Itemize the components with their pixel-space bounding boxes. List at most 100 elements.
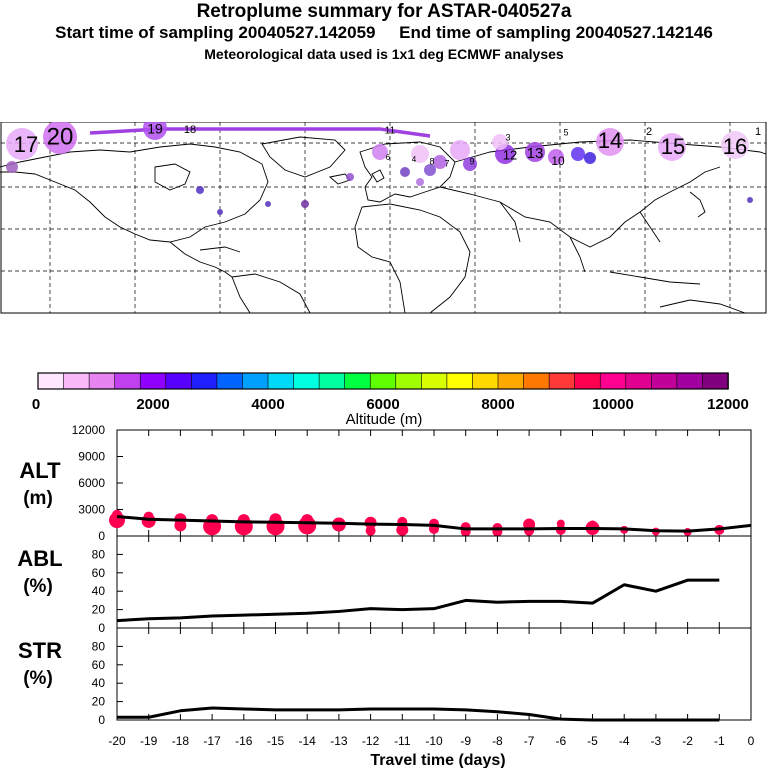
colorbar-cell: [599, 372, 627, 390]
altitude-point: [524, 525, 535, 536]
travel-day-label: 15: [661, 134, 685, 159]
x-tick-label: -14: [299, 734, 317, 748]
travel-day-label: 17: [14, 132, 38, 157]
y-tick-label: 60: [92, 566, 106, 580]
y-tick-label: 60: [92, 658, 106, 672]
travel-day-label: 4: [412, 155, 417, 164]
plume-footprint: [721, 131, 749, 159]
colorbar-cell: [139, 372, 167, 390]
y-tick-label: 6000: [78, 476, 105, 490]
y-tick-label: 80: [92, 547, 106, 561]
travel-day-labels: 20 19 18 17 16 15 14 13 12 11 10 9 8 7 6 5 4 3 2 1: [14, 122, 761, 168]
colorbar-cell: [369, 372, 397, 390]
plume-footprints: [6, 122, 753, 215]
y-tick-label: 0: [98, 621, 105, 635]
plume-footprint: [584, 152, 596, 164]
travel-day-label: 6: [386, 153, 391, 162]
altitude-point: [237, 514, 250, 527]
plume-footprint: [424, 164, 436, 176]
x-tick-label: -9: [460, 734, 471, 748]
x-tick-label: -2: [682, 734, 693, 748]
colorbar-cell: [242, 372, 269, 390]
x-tick-label: -16: [235, 734, 253, 748]
colorbar-ticks: 0 2000 4000 6000 8000 10000 12000: [32, 396, 749, 413]
panel-frame: [116, 535, 752, 629]
x-tick-label: 0: [748, 734, 755, 748]
x-tick-label: -13: [330, 734, 348, 748]
travel-day-label: 9: [469, 156, 474, 166]
colorbar-cell: [472, 372, 499, 390]
y-tick-label: 40: [92, 584, 106, 598]
plume-footprint: [416, 178, 424, 186]
panel-ylabel: ALT: [19, 458, 61, 483]
colorbar-cell: [446, 372, 474, 390]
plume-footprint: [196, 186, 204, 194]
plume-footprint: [217, 209, 223, 215]
colorbar-tick-label: 12000: [707, 396, 749, 413]
panel-frame: [116, 627, 752, 721]
travel-day-label: 18: [184, 124, 196, 136]
y-tick-label: 40: [92, 676, 106, 690]
colorbar-cell: [191, 372, 218, 390]
met-data-note: Meteorological data used is 1x1 deg ECMW…: [204, 46, 564, 62]
plume-footprint: [571, 147, 585, 161]
plume-track: [89, 127, 431, 138]
altitude-colorbar: 0 2000 4000 6000 8000 10000 12000 Altitude (m): [32, 372, 749, 428]
travel-day-label: 20: [47, 123, 74, 150]
x-tick-label: -11: [394, 734, 411, 748]
colorbar-cell: [344, 372, 372, 390]
plume-footprint: [463, 157, 477, 171]
plume-footprint: [301, 200, 309, 208]
plume-footprint: [372, 144, 388, 160]
abl-panel: 80 60 40 20 0 ABL (%): [17, 535, 752, 635]
panel-ylabel: ABL: [17, 546, 62, 571]
x-tick-label: -5: [587, 734, 598, 748]
x-tick-label: -3: [651, 734, 662, 748]
x-axis: -20 -19 -18 -17 -16 -15 -14 -13 -12 -11 -10 -9 -8 -7-…: [108, 734, 754, 768]
x-tick-label: -18: [172, 734, 190, 748]
travel-day-label: 8: [429, 156, 434, 166]
travel-day-label: 7: [444, 158, 449, 168]
plume-footprint: [525, 142, 545, 162]
plume-footprint: [658, 133, 686, 161]
y-tick-label: 0: [98, 529, 105, 543]
colorbar-cell: [651, 372, 678, 390]
plume-footprint: [747, 197, 753, 203]
colorbar-frame: [37, 372, 729, 390]
x-tick-label: -6: [555, 734, 566, 748]
x-tick-label: -12: [362, 734, 380, 748]
panel-ylabel-unit: (m): [23, 488, 53, 509]
colorbar-cell: [702, 372, 729, 390]
chart-title: Retroplume summary for ASTAR-040527a: [196, 1, 572, 22]
sampling-times: Start time of sampling 20040527.142059 E…: [55, 23, 713, 42]
travel-day-label: 5: [563, 127, 568, 137]
altitude-point: [396, 523, 409, 536]
colorbar-title: Altitude (m): [346, 411, 423, 428]
y-tick-label: 12000: [72, 423, 106, 437]
x-tick-label: -4: [619, 734, 630, 748]
panel-ylabel-unit: (%): [23, 668, 53, 689]
travel-day-label: 12: [503, 147, 517, 162]
x-tick-label: -15: [267, 734, 285, 748]
panel-ylabel-unit: (%): [23, 576, 53, 597]
colorbar-cell: [63, 372, 90, 390]
retroplume-map: 20 19 18 17 16 15 14 13 12 11 10 9 8 7 6 5 4 3 2 1: [0, 122, 767, 314]
y-tick-label: 3000: [78, 503, 105, 517]
panel-ylabel: STR: [18, 638, 62, 663]
plume-footprint: [492, 134, 508, 150]
plume-footprint: [6, 128, 38, 160]
x-tick-label: -8: [492, 734, 503, 748]
travel-day-label: 3: [505, 132, 510, 142]
altitude-point: [588, 520, 597, 529]
plume-footprint: [6, 161, 18, 173]
colorbar-cell: [421, 372, 448, 390]
colorbar-cell: [37, 372, 65, 390]
x-tick-label: -17: [203, 734, 221, 748]
y-tick-label: 9000: [78, 450, 105, 464]
series-line: [116, 515, 752, 533]
colorbar-cell: [114, 372, 142, 390]
x-tick-label: -7: [524, 734, 535, 748]
plume-footprint: [411, 145, 429, 163]
y-tick-label: 80: [92, 639, 106, 653]
